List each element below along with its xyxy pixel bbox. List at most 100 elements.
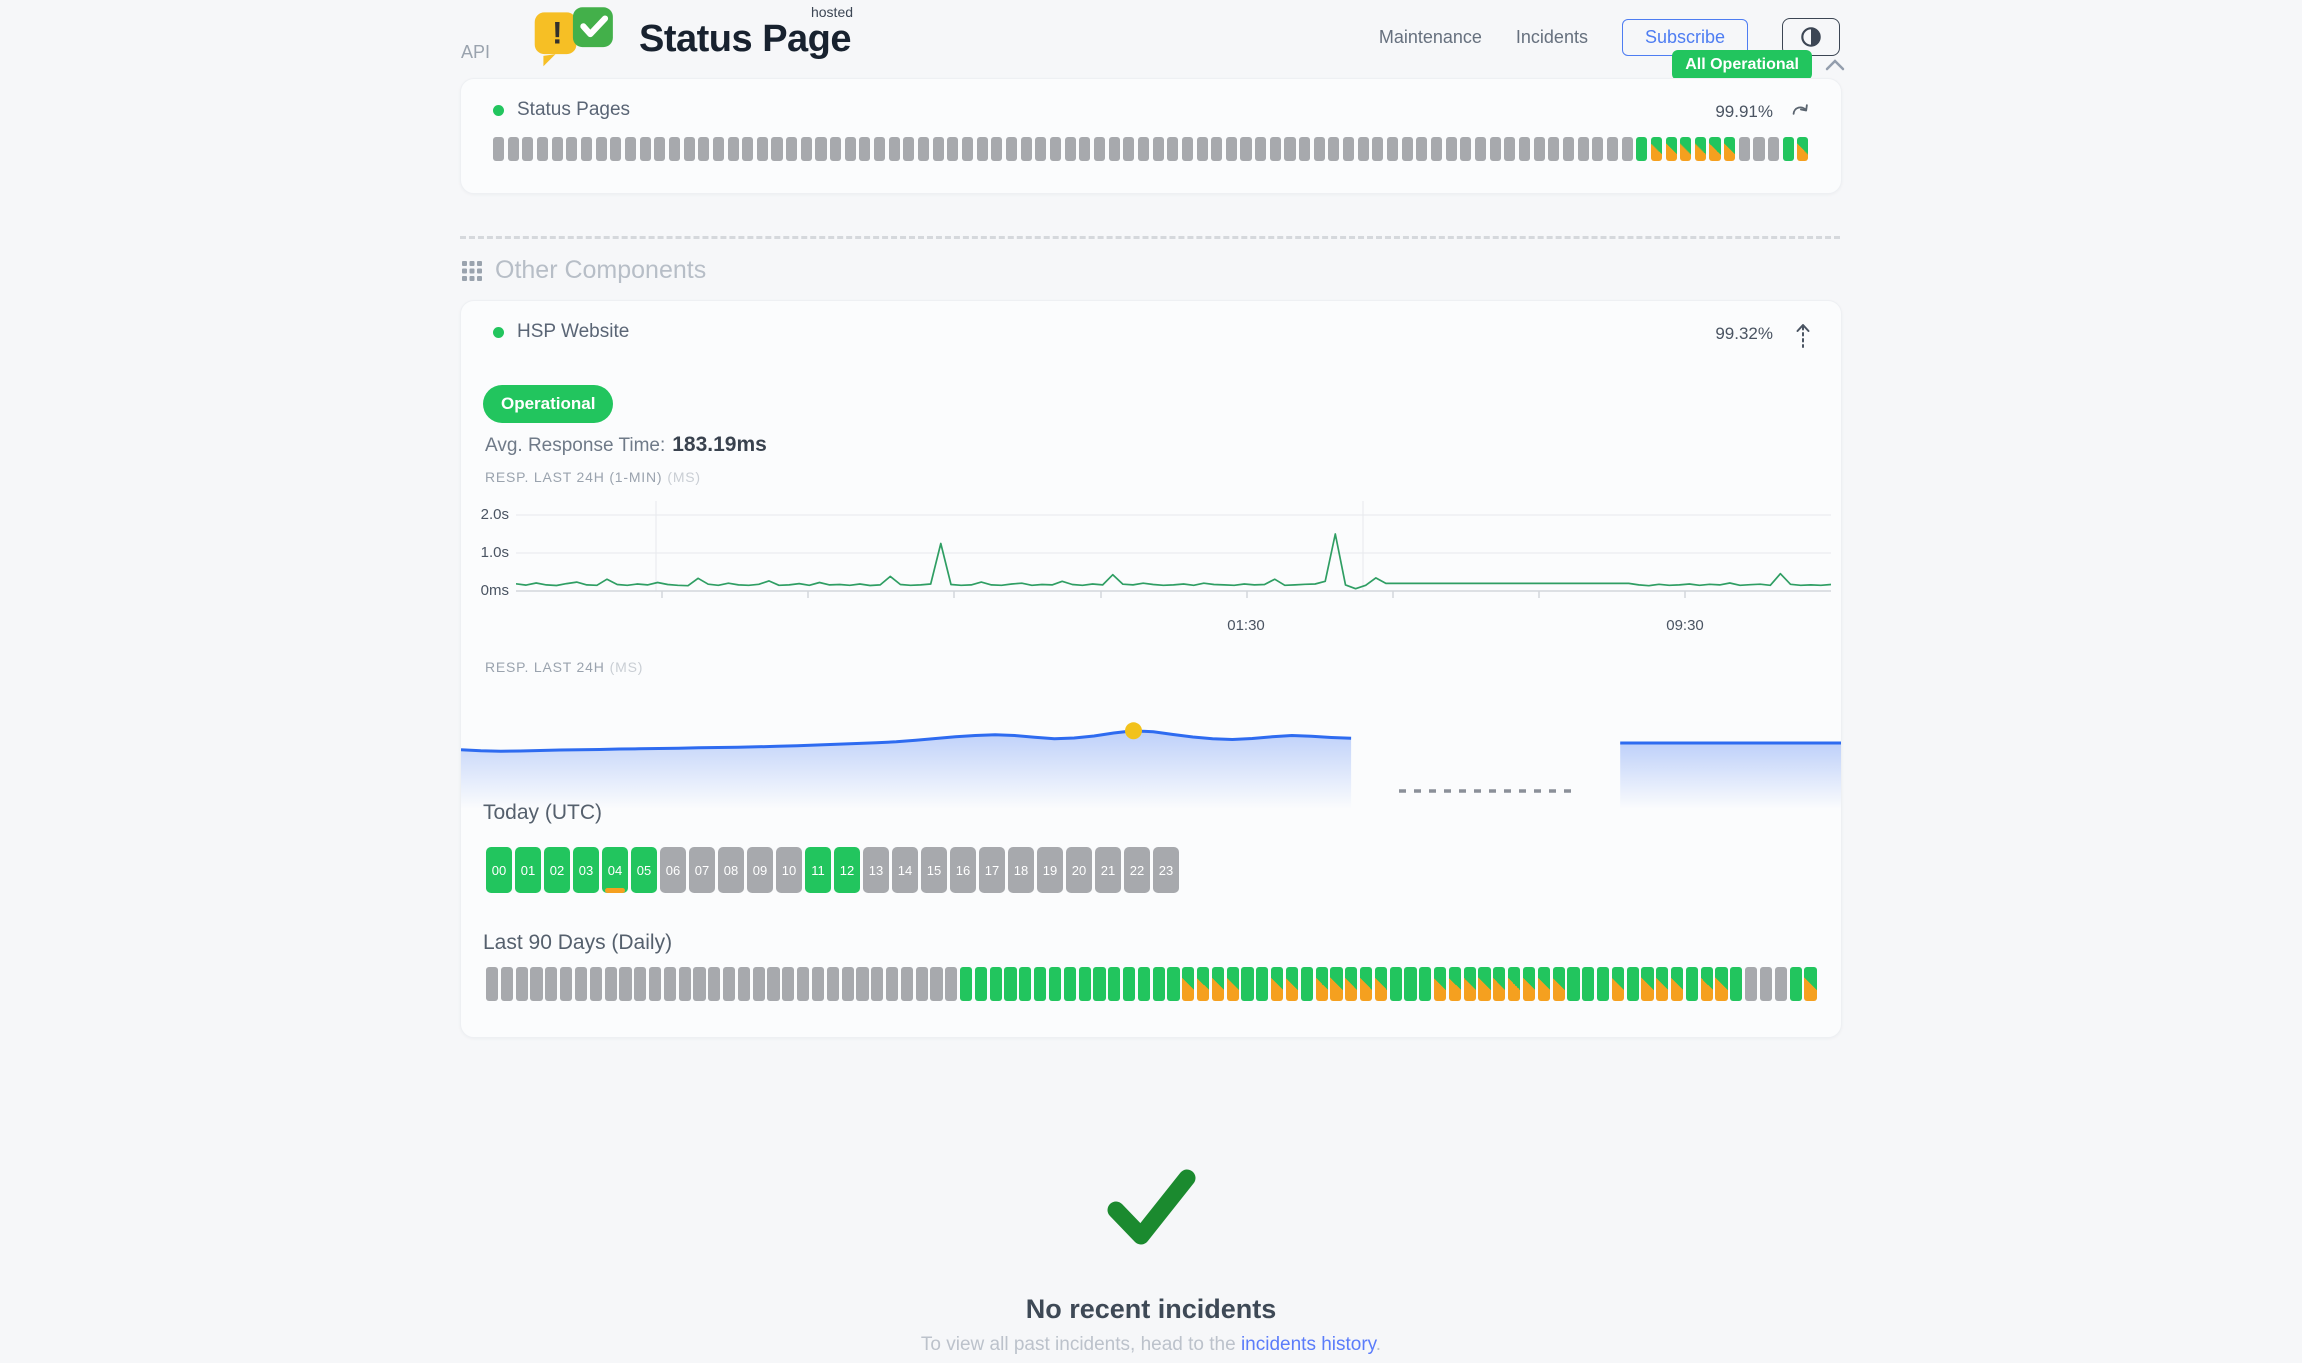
uptime-bar[interactable] (1240, 137, 1252, 161)
day-block[interactable] (1804, 967, 1817, 1001)
day-block[interactable] (574, 967, 588, 1001)
uptime-bar[interactable] (1621, 137, 1633, 161)
uptime-bar[interactable] (800, 137, 812, 161)
day-block[interactable] (589, 967, 602, 1001)
uptime-bar[interactable] (932, 137, 944, 161)
day-block[interactable] (693, 967, 706, 1001)
uptime-bar[interactable] (1665, 137, 1677, 161)
day-block[interactable] (1285, 967, 1299, 1001)
uptime-bar[interactable] (654, 137, 666, 161)
hour-block[interactable]: 00 (486, 847, 512, 893)
day-block[interactable] (811, 967, 825, 1001)
uptime-bar[interactable] (1489, 137, 1501, 161)
uptime-bar[interactable] (1533, 137, 1545, 161)
day-block[interactable] (1315, 967, 1328, 1001)
uptime-bar[interactable] (493, 137, 505, 161)
uptime-bar[interactable] (522, 137, 534, 161)
day-block[interactable] (663, 967, 676, 1001)
hour-block[interactable]: 09 (747, 847, 773, 893)
chevron-up-icon[interactable] (1824, 58, 1846, 72)
uptime-bar[interactable] (727, 137, 739, 161)
day-block[interactable] (1582, 967, 1595, 1001)
day-block[interactable] (1004, 967, 1017, 1001)
day-block[interactable] (767, 967, 780, 1001)
uptime-bar[interactable] (1518, 137, 1530, 161)
uptime-bar[interactable] (507, 137, 519, 161)
uptime-bar[interactable] (1299, 137, 1311, 161)
day-block[interactable] (1019, 967, 1032, 1001)
day-block[interactable] (885, 967, 899, 1001)
day-block[interactable] (1108, 967, 1121, 1001)
uptime-bar[interactable] (536, 137, 549, 161)
day-block[interactable] (1745, 967, 1758, 1001)
day-block[interactable] (1463, 967, 1476, 1001)
day-block[interactable] (1641, 967, 1654, 1001)
day-block[interactable] (1256, 967, 1269, 1001)
day-block[interactable] (915, 967, 928, 1001)
uptime-bar[interactable] (551, 137, 563, 161)
hour-block[interactable]: 18 (1008, 847, 1034, 893)
uptime-bar[interactable] (1797, 137, 1809, 161)
uptime-bar[interactable] (566, 137, 578, 161)
day-block[interactable] (530, 967, 543, 1001)
uptime-bar[interactable] (1328, 137, 1340, 161)
uptime-bar[interactable] (639, 137, 651, 161)
day-block[interactable] (1034, 967, 1047, 1001)
uptime-bar[interactable] (1225, 137, 1237, 161)
day-block[interactable] (900, 967, 913, 1001)
day-block[interactable] (1478, 967, 1491, 1001)
day-block[interactable] (486, 967, 499, 1001)
refresh-icon[interactable] (1789, 101, 1811, 123)
uptime-bar[interactable] (976, 137, 988, 161)
day-block[interactable] (871, 967, 884, 1001)
hour-block[interactable]: 17 (979, 847, 1005, 893)
uptime-bar[interactable] (903, 137, 915, 161)
uptime-bar[interactable] (1357, 137, 1369, 161)
hour-block[interactable]: 16 (950, 847, 976, 893)
uptime-bar[interactable] (1181, 137, 1193, 161)
uptime-bar[interactable] (786, 137, 798, 161)
uptime-bar[interactable] (683, 137, 695, 161)
day-block[interactable] (1626, 967, 1639, 1001)
day-block[interactable] (1122, 967, 1136, 1001)
uptime-bar[interactable] (918, 137, 930, 161)
incidents-history-link[interactable]: incidents history (1240, 1334, 1376, 1355)
hour-block[interactable]: 05 (631, 847, 657, 893)
uptime-bar[interactable] (668, 137, 680, 161)
uptime-bar[interactable] (698, 137, 710, 161)
day-block[interactable] (1493, 967, 1506, 1001)
uptime-bar[interactable] (1431, 137, 1443, 161)
uptime-bar[interactable] (1724, 137, 1736, 161)
day-block[interactable] (1567, 967, 1580, 1001)
uptime-bar[interactable] (1167, 137, 1179, 161)
uptime-bar[interactable] (1005, 137, 1018, 161)
day-block[interactable] (1182, 967, 1195, 1001)
uptime-bar[interactable] (815, 137, 827, 161)
day-block[interactable] (1419, 967, 1432, 1001)
uptime-bar[interactable] (1768, 137, 1780, 161)
day-block[interactable] (1789, 967, 1802, 1001)
hour-block[interactable]: 06 (660, 847, 686, 893)
uptime-bar[interactable] (1137, 137, 1149, 161)
day-block[interactable] (1700, 967, 1713, 1001)
uptime-bar[interactable] (1284, 137, 1296, 161)
hour-block[interactable]: 19 (1037, 847, 1063, 893)
uptime-bar[interactable] (712, 137, 724, 161)
uptime-bar[interactable] (1108, 137, 1120, 161)
day-block[interactable] (500, 967, 514, 1001)
day-block[interactable] (1404, 967, 1417, 1001)
hour-block[interactable]: 21 (1095, 847, 1121, 893)
hour-block[interactable]: 08 (718, 847, 744, 893)
hour-block[interactable]: 11 (805, 847, 831, 893)
day-block[interactable] (560, 967, 573, 1001)
day-block[interactable] (634, 967, 647, 1001)
theme-toggle-button[interactable] (1782, 18, 1840, 56)
hour-block[interactable]: 01 (515, 847, 541, 893)
day-block[interactable] (1359, 967, 1373, 1001)
uptime-bar[interactable] (844, 137, 856, 161)
uptime-bar[interactable] (991, 137, 1003, 161)
day-block[interactable] (604, 967, 617, 1001)
day-block[interactable] (1093, 967, 1106, 1001)
uptime-bar[interactable] (1592, 137, 1604, 161)
day-block[interactable] (752, 967, 765, 1001)
